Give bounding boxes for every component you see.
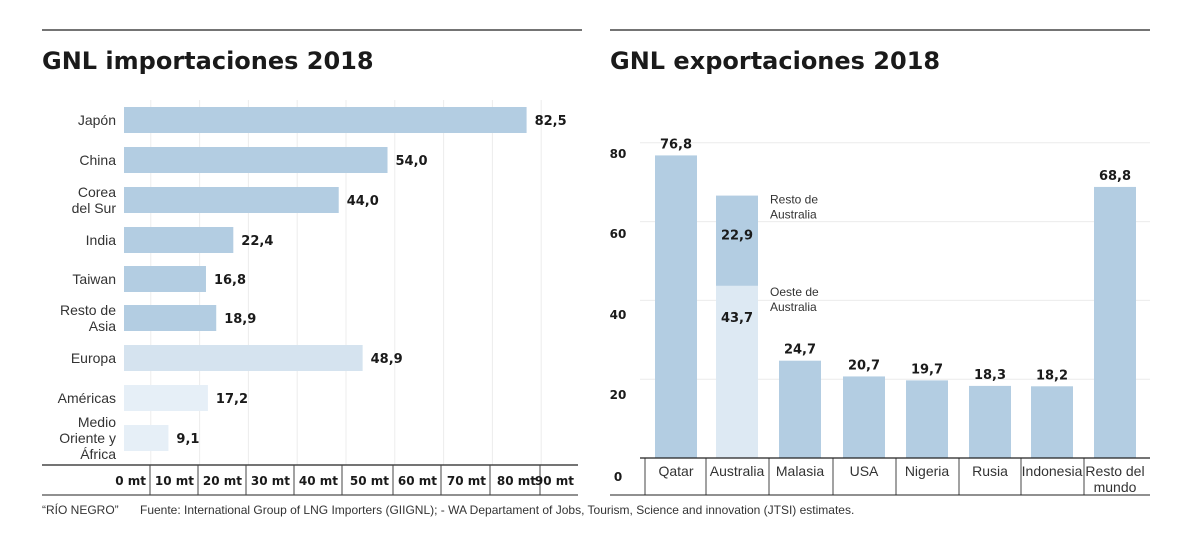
bar-7	[1094, 186, 1136, 459]
bar-1	[124, 147, 388, 173]
category-label: Europa	[71, 350, 116, 366]
imports-title: GNL importaciones 2018	[42, 47, 374, 75]
value-label: 18,9	[224, 312, 256, 327]
tick-label: 20 mt	[203, 474, 242, 488]
bar-5	[969, 385, 1011, 458]
category-label: Resto del mundo	[1085, 463, 1144, 495]
australia-segment-1	[716, 195, 758, 286]
category-label: Australia	[710, 463, 765, 479]
value-label: 18,3	[974, 368, 1006, 383]
bar-4	[906, 380, 948, 458]
value-label: 76,8	[660, 137, 692, 152]
credit: “RÍO NEGRO”	[42, 502, 119, 517]
y-tick-label: 80	[610, 147, 627, 161]
category-label: Corea del Sur	[72, 184, 117, 216]
value-label: 54,0	[396, 154, 428, 169]
australia-segment-0	[716, 285, 758, 458]
bar-3	[124, 227, 234, 253]
category-label: Qatar	[658, 463, 693, 479]
tick-label: 50 mt	[350, 474, 389, 488]
category-label: China	[79, 152, 116, 168]
category-label: Américas	[58, 390, 116, 406]
value-label: 82,5	[535, 114, 567, 129]
source: Fuente: International Group of LNG Impor…	[140, 503, 854, 517]
tick-label: 30 mt	[251, 474, 290, 488]
bar-0	[655, 155, 697, 458]
y-tick-label: 0	[614, 470, 622, 484]
value-label: 20,7	[848, 358, 880, 373]
y-tick-label: 20	[610, 388, 627, 402]
category-label: Taiwan	[72, 271, 116, 287]
value-label: 68,8	[1099, 169, 1131, 184]
y-tick-label: 60	[610, 227, 627, 241]
exports-title: GNL exportaciones 2018	[610, 47, 940, 75]
bar-2	[779, 360, 821, 458]
bar-5	[124, 305, 217, 331]
value-label: 44,0	[347, 194, 379, 209]
y-tick-label: 40	[610, 308, 627, 322]
category-label: Japón	[78, 112, 116, 128]
category-label: USA	[850, 463, 879, 479]
bar-4	[124, 266, 206, 292]
category-label: Resto de Asia	[60, 302, 116, 334]
tick-label: 70 mt	[447, 474, 486, 488]
value-label: 48,9	[371, 352, 403, 367]
segment-value-label: 22,9	[721, 229, 753, 244]
value-label: 19,7	[911, 362, 943, 377]
value-label: 16,8	[214, 273, 246, 288]
bar-6	[1031, 386, 1073, 458]
annotation-oeste: Oeste de Australia	[770, 285, 819, 314]
value-label: 24,7	[784, 343, 816, 358]
bar-6	[124, 345, 363, 371]
bar-3	[843, 376, 885, 458]
category-label: Indonesia	[1022, 463, 1083, 479]
tick-label: 0 mt	[115, 474, 146, 488]
annotation-resto: Resto de Australia	[770, 193, 818, 222]
segment-value-label: 43,7	[721, 311, 753, 326]
tick-label: 60 mt	[398, 474, 437, 488]
category-label: Rusia	[972, 463, 1008, 479]
tick-label: 80 mt	[497, 474, 536, 488]
tick-label: 10 mt	[155, 474, 194, 488]
category-label: India	[86, 232, 117, 248]
tick-label: 90 mt	[535, 474, 574, 488]
bar-7	[124, 385, 208, 411]
value-label: 17,2	[216, 392, 248, 407]
category-label: Malasia	[776, 463, 824, 479]
bar-2	[124, 187, 339, 213]
tick-label: 40 mt	[299, 474, 338, 488]
value-label: 22,4	[241, 234, 273, 249]
value-label: 9,1	[176, 432, 199, 447]
bar-0	[124, 107, 527, 133]
category-label: Medio Oriente y África	[59, 414, 116, 462]
bar-8	[124, 425, 169, 451]
category-label: Nigeria	[905, 463, 950, 479]
value-label: 18,2	[1036, 368, 1068, 383]
